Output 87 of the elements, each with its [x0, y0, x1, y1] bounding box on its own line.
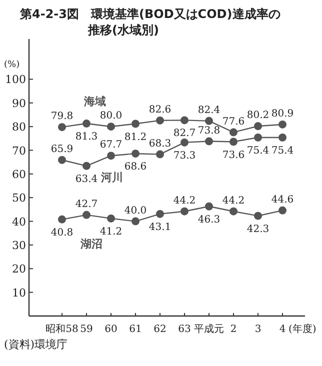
x-tick-label: 62: [154, 324, 166, 335]
point: [278, 206, 286, 214]
data-label: 41.2: [100, 226, 122, 238]
point: [58, 123, 66, 132]
point: [132, 150, 140, 158]
point: [230, 207, 238, 216]
data-label: 73.3: [173, 150, 196, 162]
y-tick-label: 100: [5, 73, 26, 86]
point: [205, 202, 213, 210]
data-label: 40.8: [50, 227, 74, 238]
point: [156, 210, 164, 218]
point: [278, 120, 286, 128]
y-tick-label: 90: [12, 96, 26, 110]
data-label: 68.6: [124, 162, 147, 173]
data-label: 44.2: [173, 195, 196, 206]
data-label: 79.8: [50, 111, 74, 122]
data-label: 77.6: [222, 116, 245, 128]
point: [58, 156, 66, 164]
data-label: 73.8: [198, 125, 220, 136]
data-label: 81.2: [124, 132, 147, 143]
y-tick-label: 50: [12, 192, 26, 205]
point: [180, 116, 188, 124]
text: (資料)環境庁: [4, 338, 68, 351]
data-label: 82.6: [148, 104, 172, 116]
data-label: 81.3: [75, 132, 98, 143]
series-label: 河川: [100, 170, 124, 184]
data-label: 80.9: [271, 108, 294, 120]
x-tick-label: 61: [129, 324, 142, 335]
y-tick-label: 20: [12, 262, 26, 276]
x-tick-label: 平成元: [194, 323, 224, 335]
data-label: 40.0: [124, 205, 147, 216]
data-label: 42.7: [75, 198, 98, 210]
data-label: 63.4: [75, 174, 98, 185]
point: [156, 150, 164, 158]
series-label: 湖沼: [79, 238, 102, 251]
data-label: 73.6: [222, 150, 245, 161]
point: [254, 133, 262, 142]
point: [254, 212, 262, 220]
point: [156, 116, 164, 124]
chart-title: 第4-2-3図 環境基準(BOD又はCOD)達成率の推移(水域別): [19, 7, 280, 37]
data-label: 43.1: [148, 222, 172, 233]
x-tick-label: 63: [178, 324, 191, 335]
point: [132, 217, 140, 226]
data-label: 46.3: [198, 214, 220, 226]
x-tick-label: 4: [279, 324, 286, 335]
x-tick-label: 3: [254, 324, 262, 335]
y-tick-label: 40: [12, 215, 26, 228]
y-tick-label: 10: [12, 286, 26, 300]
data-label: 75.4: [246, 145, 270, 156]
data-label: 80.2: [246, 110, 270, 122]
point: [180, 207, 188, 216]
point: [230, 128, 238, 136]
data-label: 44.2: [222, 195, 245, 206]
point: [82, 210, 90, 219]
y-axis-title: (%): [4, 60, 20, 70]
point: [58, 215, 66, 224]
x-tick-label: 60: [104, 324, 118, 335]
data-label: 80.0: [100, 110, 122, 122]
data-label: 67.7: [100, 140, 122, 151]
point: [132, 120, 140, 128]
point: [180, 138, 188, 146]
data-label: 68.3: [148, 138, 172, 150]
y-tick-label: 80: [12, 120, 26, 134]
data-label: 42.3: [246, 224, 270, 235]
y-tick-label: 30: [12, 238, 26, 252]
x-axis-title: (年度): [288, 323, 316, 335]
data-label: 82.7: [173, 128, 196, 140]
point: [82, 162, 90, 170]
y-tick-label: 70: [12, 144, 26, 158]
x-tick-label: 昭和58: [46, 323, 78, 335]
data-label: 44.6: [271, 194, 294, 206]
point: [205, 116, 213, 125]
point: [107, 152, 115, 160]
point: [205, 137, 213, 146]
data-label: 65.9: [50, 144, 74, 155]
x-tick-label: 59: [80, 324, 93, 335]
point: [278, 133, 286, 142]
point: [254, 122, 262, 130]
point: [82, 120, 90, 128]
data-label: 75.4: [271, 145, 294, 156]
data-label: 82.4: [198, 104, 220, 116]
point: [107, 122, 115, 131]
point: [230, 138, 238, 146]
series-label: 海域: [83, 95, 106, 108]
y-tick-label: 60: [12, 168, 26, 181]
x-tick-label: 2: [230, 324, 237, 335]
point: [107, 214, 115, 222]
